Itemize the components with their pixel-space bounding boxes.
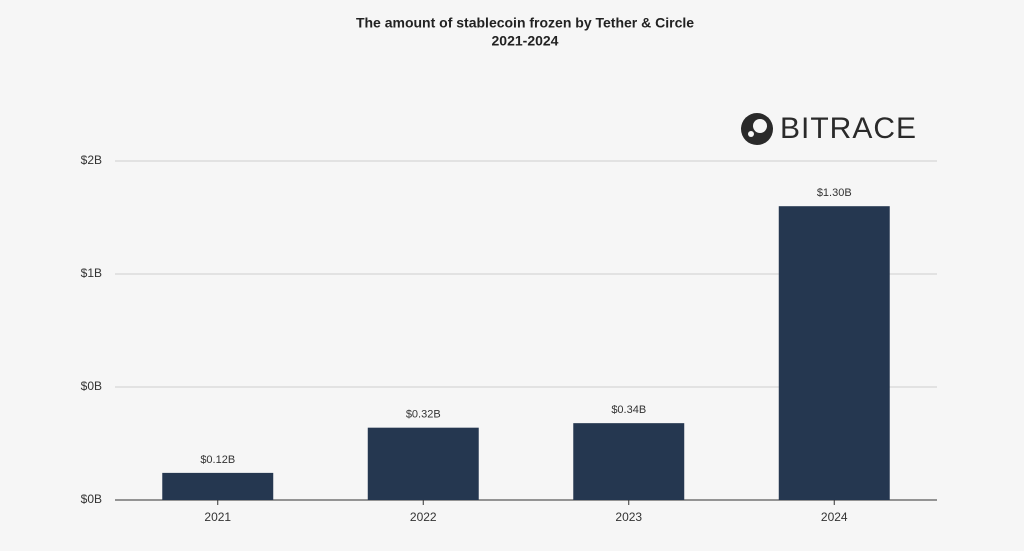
bar — [162, 472, 274, 500]
x-tick-label: 2023 — [615, 510, 642, 524]
value-label: $0.12B — [200, 454, 235, 466]
y-tick-label: $0B — [81, 492, 102, 506]
x-tick-label: 2024 — [821, 510, 848, 524]
logo-group: BITRACE — [741, 112, 917, 145]
bar — [367, 427, 479, 500]
y-tick-label: $0B — [81, 379, 102, 393]
x-tick-label: 2022 — [410, 510, 437, 524]
logo-text: BITRACE — [780, 112, 917, 145]
logo-icon-dot — [748, 131, 754, 137]
y-tick-label: $1B — [81, 266, 102, 280]
bar — [778, 206, 890, 500]
value-label: $1.30B — [817, 187, 852, 199]
value-label: $0.34B — [611, 404, 646, 416]
chart-title: The amount of stablecoin frozen by Tethe… — [356, 15, 694, 31]
bar — [573, 423, 685, 500]
x-tick-label: 2021 — [204, 510, 231, 524]
chart-subtitle: 2021-2024 — [492, 33, 559, 49]
y-tick-label: $2B — [81, 153, 102, 167]
logo-icon-inner — [753, 119, 767, 133]
value-label: $0.32B — [406, 409, 441, 421]
